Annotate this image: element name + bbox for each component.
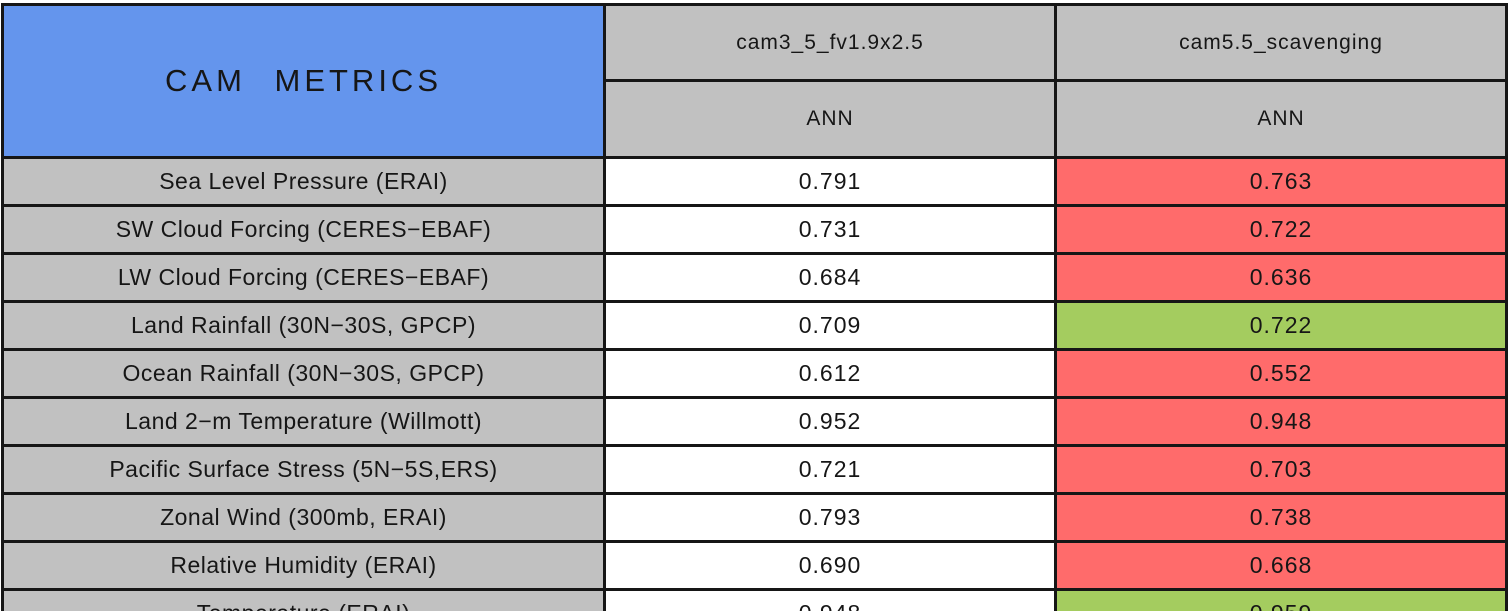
table-row: Zonal Wind (300mb, ERAI) 0.793 0.738 bbox=[1, 492, 1508, 543]
metric-value-cam3: 0.612 bbox=[603, 348, 1057, 399]
metric-value-cam3: 0.731 bbox=[603, 204, 1057, 255]
metric-label: Sea Level Pressure (ERAI) bbox=[1, 156, 606, 207]
metric-value-cam5: 0.636 bbox=[1054, 252, 1508, 303]
table-title: CAM METRICS bbox=[1, 3, 606, 159]
metric-label: Land Rainfall (30N−30S, GPCP) bbox=[1, 300, 606, 351]
metric-value-cam3: 0.791 bbox=[603, 156, 1057, 207]
metric-value-cam3: 0.690 bbox=[603, 540, 1057, 591]
metric-value-cam5: 0.948 bbox=[1054, 396, 1508, 447]
metric-label: LW Cloud Forcing (CERES−EBAF) bbox=[1, 252, 606, 303]
header-row-models: CAM METRICS cam3_5_fv1.9x2.5 cam5.5_scav… bbox=[1, 3, 1508, 159]
metric-value-cam3: 0.709 bbox=[603, 300, 1057, 351]
metric-label: Ocean Rainfall (30N−30S, GPCP) bbox=[1, 348, 606, 399]
table-row: Sea Level Pressure (ERAI) 0.791 0.763 bbox=[1, 156, 1508, 207]
season-header-cam3: ANN bbox=[603, 79, 1057, 159]
table-row: LW Cloud Forcing (CERES−EBAF) 0.684 0.63… bbox=[1, 252, 1508, 303]
table-row: Relative Humidity (ERAI) 0.690 0.668 bbox=[1, 540, 1508, 591]
metric-value-cam3: 0.721 bbox=[603, 444, 1057, 495]
metric-value-cam5: 0.722 bbox=[1054, 204, 1508, 255]
table-row: Land 2−m Temperature (Willmott) 0.952 0.… bbox=[1, 396, 1508, 447]
table-row: Land Rainfall (30N−30S, GPCP) 0.709 0.72… bbox=[1, 300, 1508, 351]
metric-label: SW Cloud Forcing (CERES−EBAF) bbox=[1, 204, 606, 255]
season-header-cam5: ANN bbox=[1054, 79, 1508, 159]
table-row: Ocean Rainfall (30N−30S, GPCP) 0.612 0.5… bbox=[1, 348, 1508, 399]
metric-label: Land 2−m Temperature (Willmott) bbox=[1, 396, 606, 447]
metric-value-cam5: 0.703 bbox=[1054, 444, 1508, 495]
column-header-cam5: cam5.5_scavenging bbox=[1054, 3, 1508, 82]
metric-value-cam3: 0.952 bbox=[603, 396, 1057, 447]
metric-value-cam3: 0.793 bbox=[603, 492, 1057, 543]
metric-value-cam5: 0.668 bbox=[1054, 540, 1508, 591]
metric-label: Zonal Wind (300mb, ERAI) bbox=[1, 492, 606, 543]
column-header-cam3: cam3_5_fv1.9x2.5 bbox=[603, 3, 1057, 82]
metric-value-cam5: 0.738 bbox=[1054, 492, 1508, 543]
metric-label: Temperature (ERAI) bbox=[1, 588, 606, 611]
metric-value-cam5: 0.763 bbox=[1054, 156, 1508, 207]
cam-metrics-table: CAM METRICS cam3_5_fv1.9x2.5 cam5.5_scav… bbox=[1, 3, 1508, 611]
table-row: Pacific Surface Stress (5N−5S,ERS) 0.721… bbox=[1, 444, 1508, 495]
metric-value-cam5: 0.552 bbox=[1054, 348, 1508, 399]
metric-value-cam3: 0.948 bbox=[603, 588, 1057, 611]
metric-value-cam5: 0.959 bbox=[1054, 588, 1508, 611]
header-row-seasons: ANN ANN bbox=[3, 79, 1508, 159]
metric-label: Relative Humidity (ERAI) bbox=[1, 540, 606, 591]
metric-value-cam3: 0.684 bbox=[603, 252, 1057, 303]
metric-label: Pacific Surface Stress (5N−5S,ERS) bbox=[1, 444, 606, 495]
table-row: SW Cloud Forcing (CERES−EBAF) 0.731 0.72… bbox=[1, 204, 1508, 255]
table-row: Temperature (ERAI) 0.948 0.959 bbox=[1, 588, 1508, 611]
metric-value-cam5: 0.722 bbox=[1054, 300, 1508, 351]
